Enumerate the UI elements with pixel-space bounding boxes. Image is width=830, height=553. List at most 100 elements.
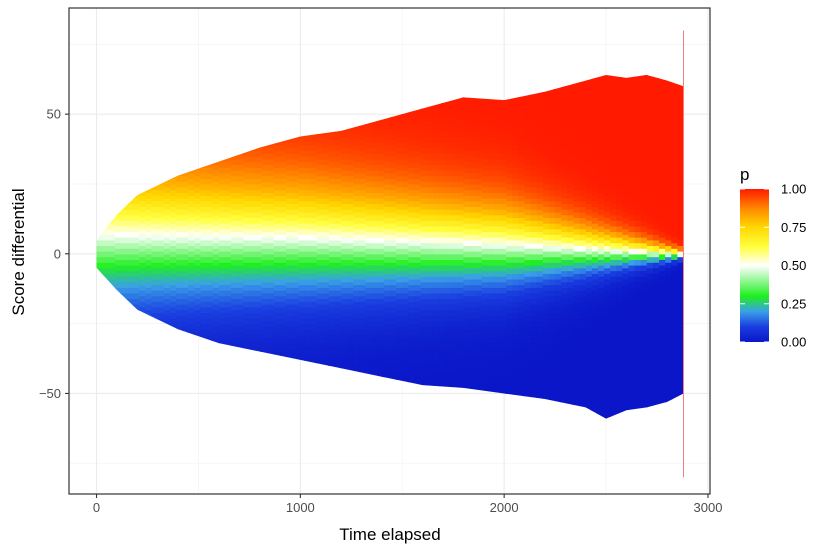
heatmap-cell <box>341 337 348 344</box>
heatmap-cell <box>188 189 195 196</box>
heatmap-cell <box>279 351 287 358</box>
y-tick-label: 50 <box>47 107 61 122</box>
heatmap-cell <box>512 211 520 219</box>
heatmap-cell <box>365 248 373 255</box>
heatmap-cell <box>139 295 147 302</box>
heatmap-cell <box>646 362 654 369</box>
heatmap-cell <box>585 298 593 305</box>
heatmap-cell <box>493 270 501 277</box>
heatmap-cell <box>402 181 409 188</box>
heatmap-cell <box>665 167 672 174</box>
heatmap-cell <box>169 267 177 274</box>
heatmap-cell <box>652 144 660 152</box>
heatmap-cell <box>622 334 630 341</box>
heatmap-cell <box>390 234 397 241</box>
heatmap-cell <box>579 368 587 375</box>
heatmap-cell <box>640 86 648 93</box>
heatmap-cell <box>597 114 605 121</box>
heatmap-cell <box>261 158 269 166</box>
heatmap-cell <box>353 312 361 319</box>
heatmap-cell <box>310 172 318 179</box>
heatmap-cell <box>628 231 636 238</box>
heatmap-cell <box>512 256 520 263</box>
heatmap-cell <box>677 245 684 252</box>
heatmap-cell <box>414 262 422 269</box>
heatmap-cell <box>310 334 318 341</box>
heatmap-cell <box>487 197 495 205</box>
heatmap-cell <box>218 340 226 347</box>
heatmap-cell <box>432 326 440 333</box>
heatmap-cell <box>542 295 550 302</box>
heatmap-cell <box>292 348 299 355</box>
heatmap-cell <box>151 245 159 252</box>
heatmap-cell <box>493 298 501 305</box>
heatmap-cell <box>548 362 556 369</box>
heatmap-cell <box>261 320 269 328</box>
heatmap-cell <box>659 326 666 333</box>
heatmap-cell <box>261 259 269 266</box>
heatmap-cell <box>567 315 575 322</box>
heatmap-cell <box>469 290 477 297</box>
heatmap-cell <box>328 189 336 196</box>
heatmap-cell <box>322 292 330 300</box>
heatmap-cell <box>237 309 244 316</box>
heatmap-cell <box>573 390 581 397</box>
heatmap-cell <box>347 270 354 277</box>
heatmap-cell <box>591 273 599 280</box>
heatmap-cell <box>487 382 495 389</box>
heatmap-cell <box>304 144 312 152</box>
heatmap-cell <box>224 323 232 330</box>
heatmap-cell <box>224 183 232 191</box>
heatmap-cell <box>646 329 654 336</box>
heatmap-cell <box>377 192 385 199</box>
heatmap-cell <box>573 396 581 403</box>
heatmap-cell <box>530 309 538 316</box>
heatmap-cell <box>463 200 471 207</box>
heatmap-cell <box>622 144 630 152</box>
heatmap-cell <box>279 318 287 325</box>
heatmap-cell <box>616 326 623 333</box>
heatmap-cell <box>659 164 666 171</box>
heatmap-cell <box>310 267 318 274</box>
heatmap-cell <box>652 290 660 297</box>
heatmap-cell <box>561 298 568 305</box>
heatmap-cell <box>610 209 617 216</box>
heatmap-cell <box>677 323 684 330</box>
heatmap-cell <box>573 100 581 107</box>
heatmap-cell <box>420 359 428 367</box>
heatmap-cell <box>273 211 281 219</box>
heatmap-cell <box>341 147 348 154</box>
heatmap-cell <box>408 122 416 129</box>
heatmap-cell <box>457 158 464 166</box>
heatmap-cell <box>628 332 636 339</box>
heatmap-cell <box>371 203 379 210</box>
heatmap-cell <box>622 167 630 174</box>
heatmap-cell <box>310 323 318 330</box>
heatmap-cell <box>249 345 257 353</box>
heatmap-cell <box>145 220 153 227</box>
heatmap-cell <box>561 248 568 255</box>
heatmap-cell <box>506 390 513 397</box>
heatmap-cell <box>334 206 342 213</box>
heatmap-cell <box>304 234 312 241</box>
heatmap-cell <box>224 200 232 207</box>
heatmap-cell <box>408 357 416 364</box>
heatmap-cell <box>310 161 318 168</box>
heatmap-cell <box>652 94 660 101</box>
heatmap-cell <box>481 231 489 238</box>
heatmap-cell <box>359 256 367 263</box>
heatmap-cell <box>163 259 171 266</box>
heatmap-cell <box>585 242 593 249</box>
heatmap-cell <box>304 206 312 213</box>
heatmap-cell <box>646 323 654 330</box>
heatmap-cell <box>567 309 575 316</box>
heatmap-cell <box>402 130 409 138</box>
heatmap-cell <box>304 183 312 191</box>
heatmap-cell <box>567 209 575 216</box>
heatmap-cell <box>640 376 648 383</box>
heatmap-cell <box>457 130 464 138</box>
heatmap-cell <box>114 242 122 249</box>
heatmap-cell <box>286 259 293 266</box>
heatmap-cell <box>365 309 373 316</box>
heatmap-cell <box>671 371 678 378</box>
